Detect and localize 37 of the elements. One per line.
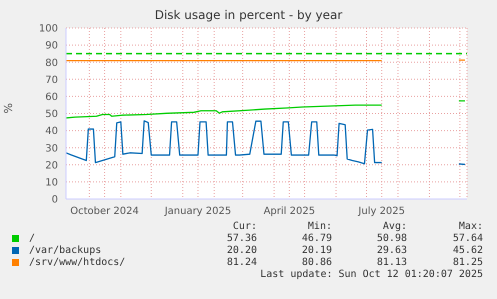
- text: 45.62: [452, 245, 483, 256]
- y-tick-label: 60: [45, 92, 58, 103]
- text: Cur:: [232, 221, 257, 232]
- y-tick-label: 30: [45, 143, 58, 154]
- y-tick-label: 10: [45, 177, 58, 188]
- y-tick-label: 40: [45, 126, 58, 138]
- y-tick-label: 20: [45, 160, 58, 172]
- text: 81.24: [226, 257, 257, 268]
- text: 46.79: [300, 233, 332, 244]
- text: 81.13: [376, 257, 407, 268]
- text: Avg:: [382, 221, 407, 232]
- legend-label: /: [28, 233, 36, 244]
- text: 20.19: [300, 245, 332, 256]
- x-tick-label: July 2025: [357, 206, 406, 218]
- text: 80.86: [300, 257, 332, 268]
- x-tick-label: April 2025: [264, 206, 316, 218]
- text: Last update: Sun Oct 12 01:20:07 2025: [259, 269, 483, 280]
- y-tick-label: 80: [45, 58, 58, 69]
- text: 29.63: [376, 245, 407, 256]
- chart-title: Disk usage in percent - by year: [154, 8, 344, 24]
- legend-label: /srv/www/htdocs/: [28, 257, 126, 268]
- text: 57.64: [452, 233, 483, 244]
- y-tick-label: 90: [45, 40, 58, 52]
- text: 57.36: [226, 233, 257, 244]
- text: Max:: [458, 221, 483, 232]
- y-tick-label: 70: [45, 74, 58, 86]
- y-tick-label: 100: [38, 24, 58, 35]
- y-tick-label: 0: [52, 194, 58, 206]
- text: 50.98: [376, 233, 407, 244]
- y-axis-title: %: [2, 103, 15, 114]
- text: 20.20: [226, 245, 257, 256]
- text: 81.25: [452, 257, 483, 268]
- text: Min:: [306, 221, 332, 232]
- legend-label: /var/backups: [28, 245, 102, 256]
- x-tick-label: January 2025: [164, 206, 232, 218]
- y-tick-label: 50: [45, 109, 58, 120]
- x-tick-label: October 2024: [70, 206, 139, 218]
